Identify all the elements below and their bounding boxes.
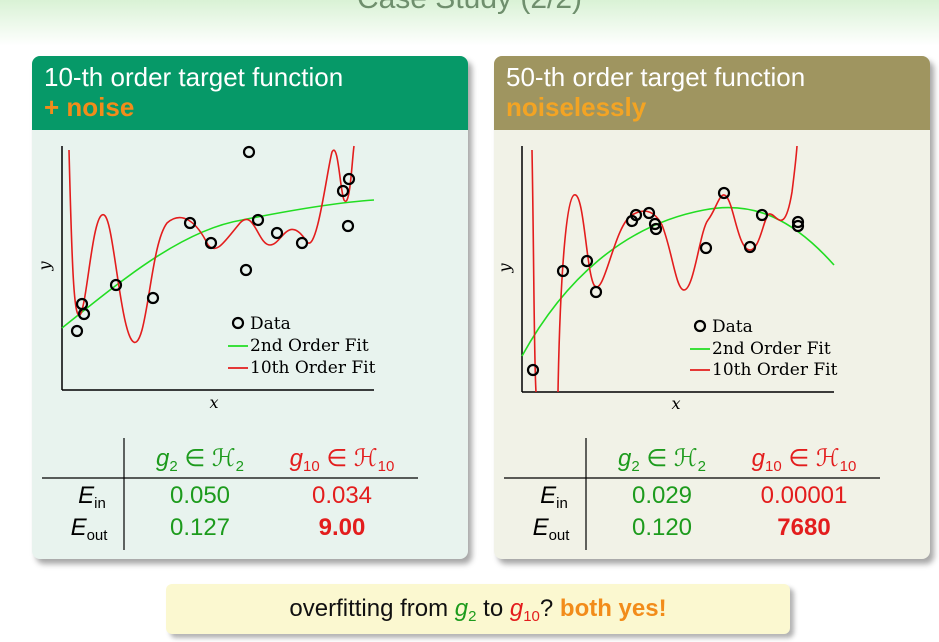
header-g2: g2 ∈ ℋ2	[155, 445, 244, 475]
data-point	[146, 291, 160, 305]
header-g2: g2 ∈ ℋ2	[617, 445, 706, 475]
data-points	[70, 145, 356, 338]
data-point	[649, 222, 663, 236]
fit10-curve	[531, 145, 798, 393]
x-axis-label: x	[209, 393, 218, 410]
data-point	[239, 263, 253, 277]
y-axis-label: y	[35, 261, 54, 272]
legend-data-label: Data	[712, 317, 753, 337]
data-point	[242, 145, 256, 159]
fit2-curve	[521, 206, 835, 357]
data-point	[342, 172, 356, 186]
ein-g10-value: 0.034	[311, 482, 373, 509]
panel-header: 50-th order target function noiselessly	[494, 56, 930, 130]
slide-title: Case Study (2/2)	[0, 0, 939, 16]
data-point	[77, 307, 91, 321]
g2-symbol: g	[454, 595, 469, 622]
title-band	[0, 0, 939, 46]
data-point	[295, 236, 309, 250]
data-point	[791, 219, 805, 233]
row-label-eout: Eout	[70, 514, 108, 544]
y-axis-label: y	[495, 263, 514, 274]
panel-noiseless: 50-th order target function noiselessly …	[494, 56, 930, 559]
data-point	[589, 285, 603, 299]
conclusion-question: ?	[539, 595, 560, 622]
ein-g2-value: 0.050	[169, 482, 231, 509]
panel-title: 50-th order target function	[506, 62, 806, 92]
data-point	[717, 186, 731, 200]
x-axis-label: x	[671, 394, 680, 410]
eout-g2-value: 0.120	[631, 514, 693, 541]
panel-subtitle: + noise	[44, 92, 135, 122]
legend-data-marker	[693, 319, 707, 333]
data-point	[336, 184, 350, 198]
data-point	[251, 213, 265, 227]
g10-subscript: 10	[523, 608, 540, 625]
data-point	[70, 324, 84, 338]
legend-data-marker	[231, 316, 245, 330]
data-point	[270, 226, 284, 240]
legend-fit10-label: 10th Order Fit	[250, 358, 376, 378]
panel-title: 10-th order target function	[44, 62, 344, 92]
g2-subscript: 2	[468, 608, 477, 625]
legend: Data 2nd Order Fit 10th Order Fit	[690, 317, 838, 380]
data-point	[183, 216, 197, 230]
ein-g2-value: 0.029	[631, 482, 693, 509]
data-point	[526, 363, 540, 377]
legend-fit2-label: 2nd Order Fit	[712, 339, 831, 359]
legend-fit10-label: 10th Order Fit	[712, 360, 838, 380]
data-point	[629, 208, 643, 222]
plot-noisy: x y Data 2nd Orde	[35, 145, 376, 410]
data-point	[556, 264, 570, 278]
fit2-curve	[61, 199, 375, 329]
fit10-curve	[68, 145, 355, 344]
row-label-eout: Eout	[532, 514, 570, 544]
table-rules	[42, 438, 418, 550]
eout-g10-value: 9.00	[318, 514, 366, 541]
eout-g2-value: 0.127	[169, 514, 231, 541]
legend: Data 2nd Order Fit 10th Order Fit	[228, 314, 376, 378]
header-g10: g10 ∈ ℋ10	[751, 445, 857, 475]
data-point	[109, 278, 123, 292]
plot-noiseless: x y Data 2nd Order Fit 1	[495, 145, 838, 410]
data-point	[791, 215, 805, 229]
row-label-ein: Ein	[540, 482, 568, 512]
conclusion-to: to	[476, 595, 510, 622]
panel-noisy: 10-th order target function + noise x y	[32, 56, 468, 559]
panel-header: 10-th order target function + noise	[32, 56, 468, 130]
data-point	[580, 254, 594, 268]
eout-g10-value: 7680	[777, 514, 831, 541]
ein-g10-value: 0.00001	[760, 482, 848, 509]
data-point	[648, 217, 662, 231]
conclusion-box: overfitting from g2 to g10? both yes!	[166, 584, 790, 634]
conclusion-answer: both yes!	[559, 595, 667, 622]
data-point	[204, 236, 218, 250]
g10-symbol: g	[509, 595, 524, 622]
data-point	[755, 208, 769, 222]
legend-fit2-label: 2nd Order Fit	[250, 336, 369, 356]
error-table: g2 ∈ ℋ2 g10 ∈ ℋ10 Ein Eout 0.050 0.034 0…	[32, 438, 468, 550]
panel-subtitle: noiselessly	[506, 92, 647, 122]
row-label-ein: Ein	[78, 482, 106, 512]
error-table: g2 ∈ ℋ2 g10 ∈ ℋ10 Ein Eout 0.029 0.00001…	[494, 438, 930, 550]
conclusion-text: overfitting from	[289, 595, 455, 622]
table-rules	[504, 438, 880, 550]
data-point	[642, 206, 656, 220]
legend-data-label: Data	[250, 314, 291, 334]
header-g10: g10 ∈ ℋ10	[289, 445, 395, 475]
data-points	[526, 186, 805, 377]
data-point	[699, 241, 713, 255]
data-point	[341, 219, 355, 233]
data-point	[743, 240, 757, 254]
